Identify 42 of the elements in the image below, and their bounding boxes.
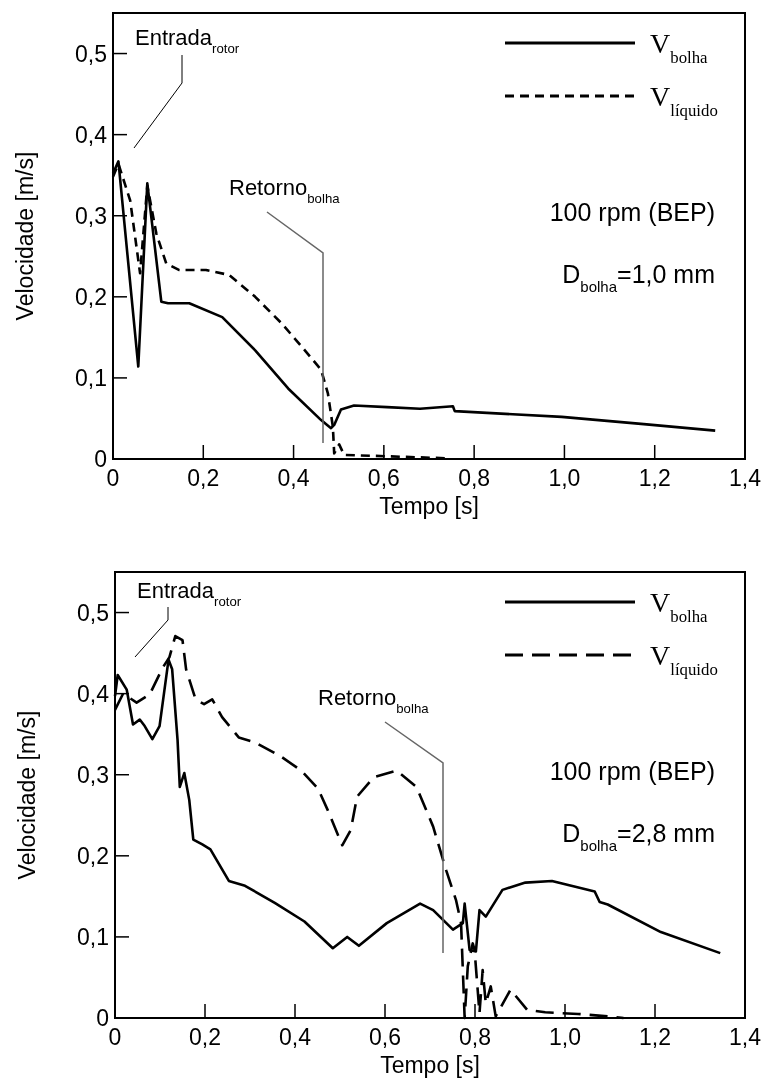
annotation: Retorno$_{bolha}$ <box>229 175 341 206</box>
y-tick-label: 0 <box>96 1005 109 1031</box>
annotation: Entrada$_{rotor}$ <box>135 25 240 56</box>
y-tick-label: 0 <box>94 446 107 472</box>
annotation: 100 rpm (BEP) <box>549 198 715 226</box>
x-tick-label: 1,0 <box>548 465 581 491</box>
annotation: Retorno$_{bolha}$ <box>318 685 430 716</box>
x-tick-label: 0,2 <box>187 465 220 491</box>
y-tick-label: 0,1 <box>77 923 109 950</box>
x-axis-title: Tempo [s] <box>379 493 479 519</box>
x-tick-label: 1,2 <box>639 1024 671 1050</box>
y-tick-label: 0,5 <box>77 599 109 626</box>
legend-label: V$_{líquido}$ <box>650 640 718 679</box>
x-tick-label: 1,4 <box>729 465 762 491</box>
y-tick-label: 0,4 <box>77 680 110 707</box>
y-axis-title: Velocidade [m/s] <box>14 710 40 880</box>
y-tick-label: 0,4 <box>75 121 108 148</box>
y-axis-title: Velocidade [m/s] <box>12 151 38 321</box>
x-tick-label: 1,4 <box>729 1024 762 1050</box>
y-tick-label: 0,3 <box>77 761 109 788</box>
y-tick-label: 0,1 <box>75 364 107 391</box>
x-tick-label: 0,2 <box>189 1024 221 1050</box>
x-tick-label: 1,2 <box>638 465 671 491</box>
legend-label: V$_{bolha}$ <box>650 28 709 67</box>
x-tick-label: 0,4 <box>277 465 310 491</box>
x-axis-title: Tempo [s] <box>380 1052 480 1078</box>
y-tick-label: 0,3 <box>75 202 107 229</box>
x-tick-label: 0,6 <box>369 1024 401 1050</box>
x-tick-label: 0,4 <box>279 1024 312 1050</box>
annotation: D$_{bolha}$=2,8 mm <box>562 819 715 854</box>
legend-label: V$_{bolha}$ <box>650 587 709 626</box>
y-tick-label: 0,2 <box>75 283 107 310</box>
x-tick-label: 0,6 <box>367 465 400 491</box>
annotation: Entrada$_{rotor}$ <box>137 578 242 609</box>
x-tick-label: 1,0 <box>549 1024 581 1050</box>
y-tick-label: 0,5 <box>75 40 107 67</box>
y-tick-label: 0,2 <box>77 842 109 869</box>
annotation: 100 rpm (BEP) <box>549 757 715 785</box>
legend-label: V$_{líquido}$ <box>650 81 718 120</box>
x-tick-label: 0,8 <box>458 465 491 491</box>
x-tick-label: 0,8 <box>459 1024 491 1050</box>
annotation: D$_{bolha}$=1,0 mm <box>562 260 715 295</box>
